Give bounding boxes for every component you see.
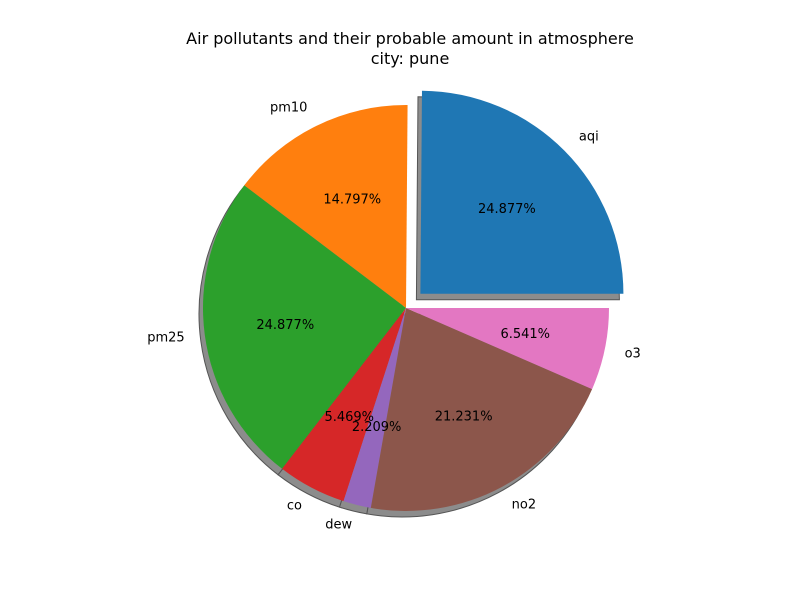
percent-label-o3: 6.541% [500,327,550,342]
pie-slice-pm10 [244,105,408,308]
slice-label-co: co [287,499,302,514]
slice-label-pm10: pm10 [270,101,307,116]
chart-title: Air pollutants and their probable amount… [186,29,634,48]
chart-subtitle: city: pune [371,49,450,68]
pie-slices [203,90,624,511]
percent-label-co: 5.469% [324,410,374,425]
pie-slice-aqi [420,90,624,294]
percent-label-aqi: 24.877% [478,202,536,217]
pie-slice-dew [343,308,406,508]
slice-labels: aqi pm10 pm25 co dew no2 o3 [147,101,641,533]
pie-slice-no2 [370,308,593,511]
pie-slice-pm25 [203,185,406,469]
pie-slice-o3 [406,308,609,390]
slice-label-no2: no2 [512,498,536,513]
percent-label-pm25: 24.877% [256,318,314,333]
slice-label-o3: o3 [625,347,641,362]
percent-label-dew: 2.209% [352,420,402,435]
slice-label-aqi: aqi [579,129,599,144]
slice-label-pm25: pm25 [147,331,184,346]
percent-label-pm10: 14.797% [323,193,381,208]
slice-label-dew: dew [325,518,352,533]
pie-slice-co [282,308,406,502]
percent-labels: 24.877% 14.797% 24.877% 5.469%2.209% 21.231%… [256,193,550,436]
percent-label-no2: 21.231% [435,409,493,424]
